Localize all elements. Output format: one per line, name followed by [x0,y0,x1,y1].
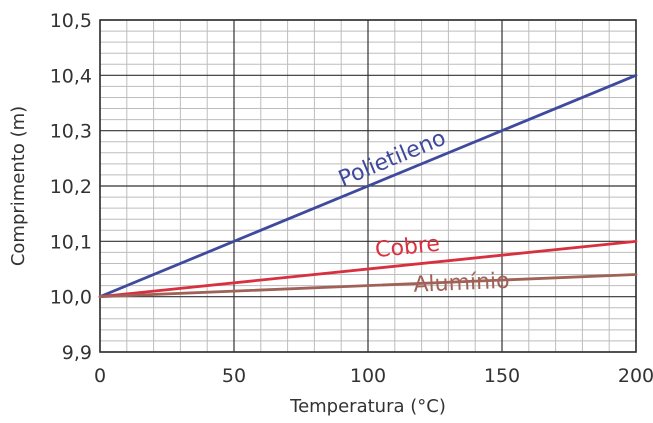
series-lines [98,73,638,299]
y-tick-label: 9,9 [62,342,92,364]
y-tick-label: 10,5 [50,10,92,32]
series-label: Alumínio [413,269,510,298]
x-tick-label: 0 [94,365,106,387]
x-tick-label: 200 [618,365,653,387]
y-axis-title: Comprimento (m) [8,106,29,266]
series-label: Cobre [374,232,441,264]
series-line [98,239,638,299]
series-line [98,73,638,299]
y-tick-label: 10,3 [50,121,92,143]
y-tick-label: 10,4 [50,65,92,87]
x-tick-labels: 0 50 100 150 200 [94,365,653,387]
y-tick-label: 10,1 [50,231,92,253]
x-tick-label: 150 [484,365,520,387]
series-line [98,273,638,299]
y-tick-labels: 9,9 10,0 10,1 10,2 10,3 10,4 10,5 [50,10,92,364]
y-tick-label: 10,2 [50,176,92,198]
x-tick-label: 50 [222,365,246,387]
x-tick-label: 100 [350,365,386,387]
plot-frame [99,19,637,353]
y-tick-label: 10,0 [50,287,92,309]
x-axis-title: Temperatura (°C) [289,396,446,417]
